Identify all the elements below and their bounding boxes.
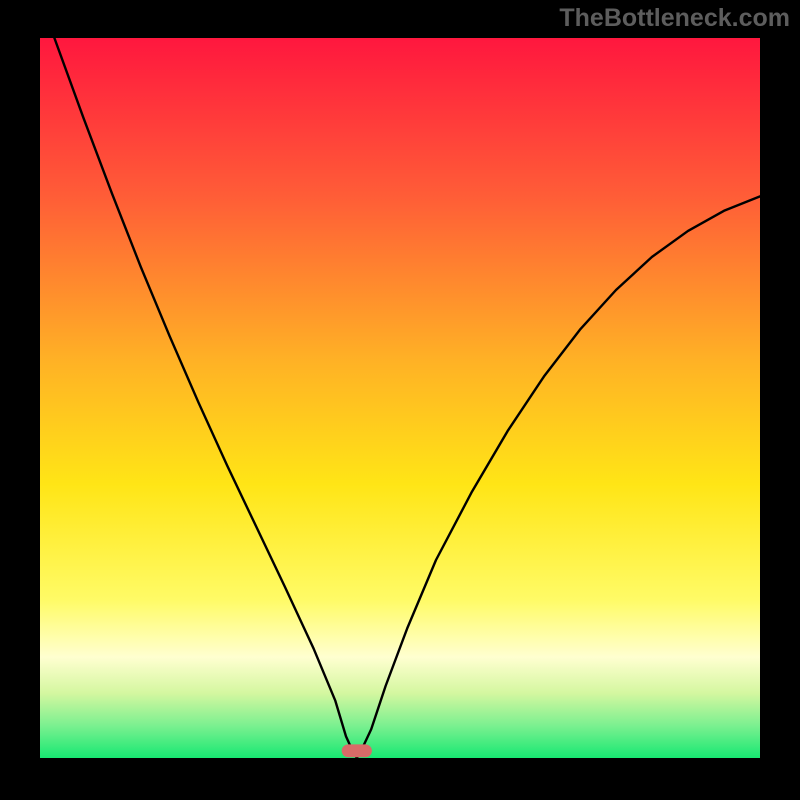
watermark-text: TheBottleneck.com [559, 4, 790, 33]
chart-container: TheBottleneck.com [0, 0, 800, 800]
nadir-marker [342, 744, 372, 757]
bottleneck-chart [0, 0, 800, 800]
